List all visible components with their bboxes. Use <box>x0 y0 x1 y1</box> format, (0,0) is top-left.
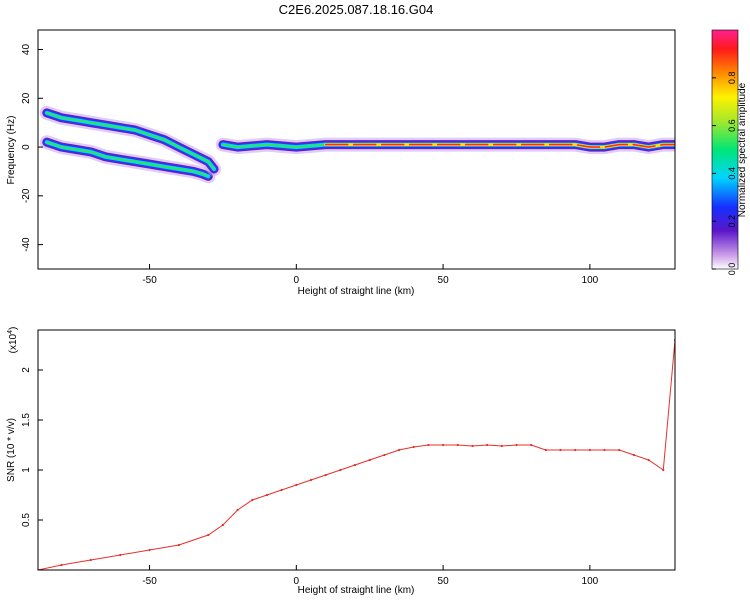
snr-point <box>280 488 283 492</box>
y-tick-label: 1 <box>21 467 32 473</box>
spectrogram-ridge-2 <box>45 111 216 170</box>
snr-point <box>295 483 298 487</box>
colorbar-label: Normalized spectral amplitude <box>737 82 748 217</box>
snr-x-label: Height of straight line (km) <box>298 585 415 596</box>
y-tick-label: 0.5 <box>21 513 32 527</box>
snr-point <box>632 453 636 457</box>
snr-frame <box>37 329 676 571</box>
snr-point <box>60 563 63 567</box>
snr-point <box>456 443 459 447</box>
snr-point <box>339 468 342 472</box>
snr-multiplier: (x104) <box>7 327 19 354</box>
x-tick-label: 0 <box>294 576 300 587</box>
snr-point <box>383 453 386 457</box>
snr-point <box>544 448 547 452</box>
snr-point <box>588 448 592 452</box>
spectrogram-x-label: Height of straight line (km) <box>298 286 415 297</box>
colorbar-ticks: 0.0 0.2 0.4 0.6 0.8 <box>712 72 737 276</box>
y-tick-label: 20 <box>21 92 32 104</box>
snr-point <box>500 444 503 448</box>
snr-point <box>368 458 371 462</box>
snr-point <box>251 498 254 502</box>
snr-x-ticks: -50 0 50 100 <box>142 565 599 587</box>
snr-point <box>618 448 621 452</box>
colorbar: 0.0 0.2 0.4 0.6 0.8 Normalized spectral ampl… <box>711 29 748 276</box>
figure-title: C2E6.2025.087.18.16.G04 <box>279 2 434 17</box>
snr-point <box>412 445 415 449</box>
snr-point <box>471 444 474 448</box>
spectrogram-y-label: Frequency (Hz) <box>6 116 17 185</box>
snr-panel: -50 0 50 100 0.5 1 1.5 2 Height of straight li… <box>6 327 676 596</box>
x-tick-label: -50 <box>142 275 157 286</box>
snr-point <box>148 548 151 552</box>
x-tick-label: 100 <box>582 275 599 286</box>
snr-point <box>324 473 327 477</box>
snr-point <box>559 448 562 452</box>
snr-point <box>353 463 357 467</box>
y-tick-label: -20 <box>21 188 32 203</box>
spectrogram-panel: -50 0 50 100 -40 -20 0 20 40 Height of straight… <box>6 29 676 297</box>
snr-point <box>603 448 606 452</box>
snr-point <box>662 468 665 472</box>
colorbar-tick-label: 0.8 <box>727 72 737 85</box>
spectrogram-y-ticks: -40 -20 0 20 40 <box>21 44 43 252</box>
snr-point <box>427 443 430 447</box>
y-tick-label: -40 <box>21 237 32 252</box>
snr-point <box>530 443 533 447</box>
snr-point <box>119 553 122 557</box>
snr-point <box>442 443 445 447</box>
snr-line <box>38 339 675 570</box>
snr-point <box>515 443 518 447</box>
snr-point <box>89 558 92 562</box>
colorbar-gradient <box>711 29 739 270</box>
x-tick-label: 50 <box>438 275 450 286</box>
snr-point <box>574 448 577 452</box>
y-tick-label: 1.5 <box>21 413 32 427</box>
snr-point <box>486 443 489 447</box>
snr-series <box>38 338 675 570</box>
snr-point <box>236 508 239 512</box>
x-tick-label: 100 <box>582 576 599 587</box>
y-tick-label: 40 <box>21 44 32 56</box>
snr-y-label: SNR (10 * v/v) <box>6 418 17 482</box>
colorbar-tick-label: 0.0 <box>727 263 737 276</box>
snr-point <box>221 523 224 527</box>
snr-point <box>309 478 313 482</box>
x-tick-label: 50 <box>438 576 450 587</box>
snr-point <box>265 493 269 497</box>
colorbar-tick-label: 0.4 <box>727 167 737 180</box>
x-tick-label: 0 <box>294 275 300 286</box>
snr-point <box>647 458 650 462</box>
snr-point <box>398 448 401 452</box>
y-tick-label: 2 <box>21 367 32 373</box>
x-tick-label: -50 <box>142 576 157 587</box>
y-tick-label: 0 <box>21 144 32 150</box>
spectrogram-x-ticks: -50 0 50 100 <box>142 264 599 286</box>
snr-point <box>207 533 210 537</box>
snr-y-ticks: 0.5 1 1.5 2 <box>21 367 43 527</box>
spectrogram-ridge-1 <box>45 141 210 178</box>
colorbar-tick-label: 0.6 <box>727 119 737 132</box>
colorbar-tick-label: 0.2 <box>727 215 737 228</box>
snr-point <box>177 543 180 547</box>
spectrogram-ridge-peak <box>324 143 675 148</box>
spectrogram-frame <box>37 29 676 270</box>
spectrogram-ridges <box>39 105 675 184</box>
